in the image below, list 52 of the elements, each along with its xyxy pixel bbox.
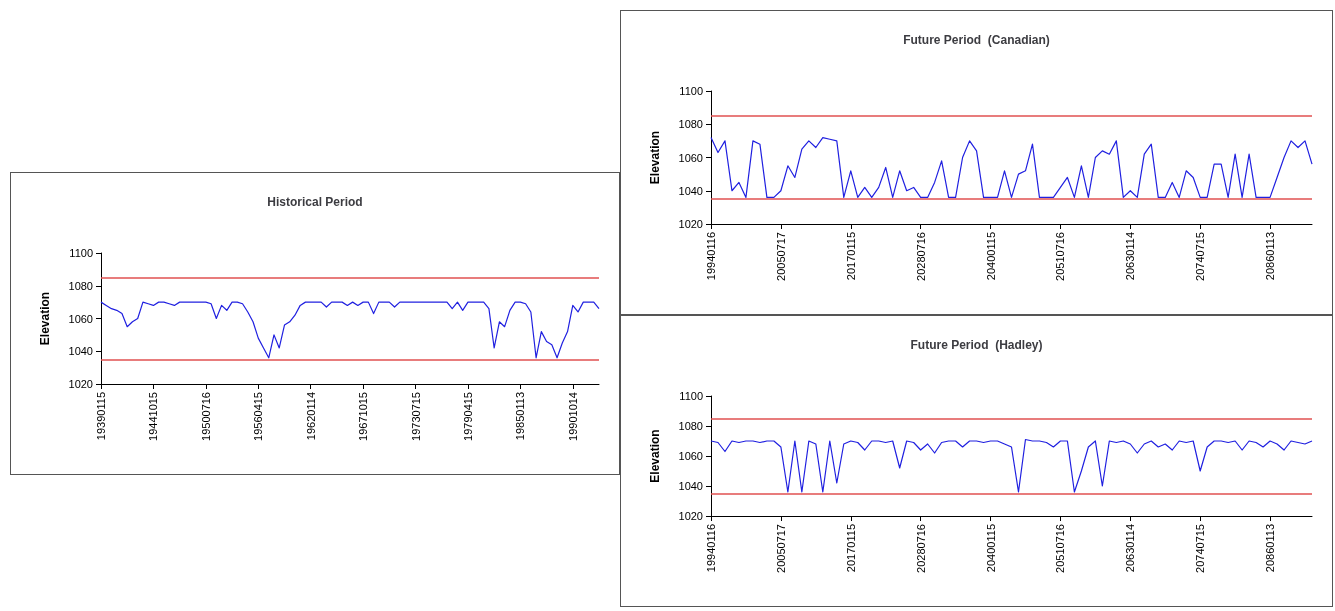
chart-title: Future Period (Hadley) [910, 338, 1043, 352]
y-tick-label: 1060 [68, 312, 93, 325]
x-tick-label: 20050717 [774, 232, 787, 281]
y-tick-label: 1060 [678, 151, 703, 164]
x-tick-label: 20630114 [1124, 232, 1137, 281]
x-tick-label: 19901014 [566, 392, 579, 441]
y-tick-label: 1040 [678, 184, 703, 197]
y-tick-label: 1080 [678, 118, 703, 131]
line-series [100, 301, 600, 359]
x-tick-label: 20170115 [844, 232, 857, 281]
y-axis-title: Elevation [648, 130, 662, 185]
x-tick-label: 20280716 [914, 524, 927, 573]
x-tick-label: 19730715 [409, 392, 422, 441]
x-tick-label: 20510716 [1054, 524, 1067, 573]
chart-title: Historical Period [267, 195, 363, 209]
x-tick-label: 20050717 [774, 524, 787, 573]
x-tick-label: 19390115 [95, 392, 107, 441]
y-tick-label: 1080 [68, 279, 93, 292]
y-tick-label: 1100 [679, 85, 703, 97]
x-tick-label: 20740715 [1194, 232, 1207, 281]
x-tick-label: 20630114 [1124, 524, 1137, 573]
y-tick-label: 1040 [678, 480, 703, 492]
x-tick-label: 20510716 [1054, 232, 1067, 281]
y-tick-label: 1100 [69, 247, 93, 259]
x-tick-label: 19671015 [357, 392, 370, 441]
y-tick-label: 1020 [68, 378, 93, 390]
x-tick-label: 20400115 [984, 524, 997, 573]
x-tick-label: 19620114 [304, 392, 317, 441]
x-tick-label: 19940116 [705, 524, 717, 573]
y-tick-label: 1040 [68, 345, 93, 358]
x-tick-label: 20740715 [1194, 524, 1207, 573]
y-axis-title: Elevation [648, 429, 662, 483]
x-tick-label: 20400115 [984, 232, 997, 281]
x-tick-label: 20860113 [1264, 524, 1277, 573]
x-tick-label: 20860113 [1264, 232, 1277, 281]
x-tick-label: 19850113 [514, 392, 527, 441]
x-tick-label: 19790415 [461, 392, 474, 441]
x-tick-label: 19441015 [147, 392, 160, 441]
y-tick-label: 1020 [678, 510, 703, 522]
x-tick-label: 20280716 [914, 232, 927, 281]
y-tick-label: 1080 [678, 420, 703, 432]
x-tick-label: 19500716 [199, 392, 212, 441]
y-axis-title: Elevation [38, 291, 52, 346]
y-tick-label: 1020 [678, 218, 703, 230]
y-tick-label: 1060 [678, 450, 703, 462]
chart-title: Future Period (Canadian) [903, 33, 1050, 47]
line-series [710, 136, 1313, 198]
x-tick-label: 19940116 [705, 232, 717, 281]
x-tick-label: 20170115 [844, 524, 857, 573]
y-tick-label: 1100 [679, 390, 703, 402]
x-tick-label: 19560415 [252, 392, 265, 441]
line-series [710, 438, 1313, 493]
